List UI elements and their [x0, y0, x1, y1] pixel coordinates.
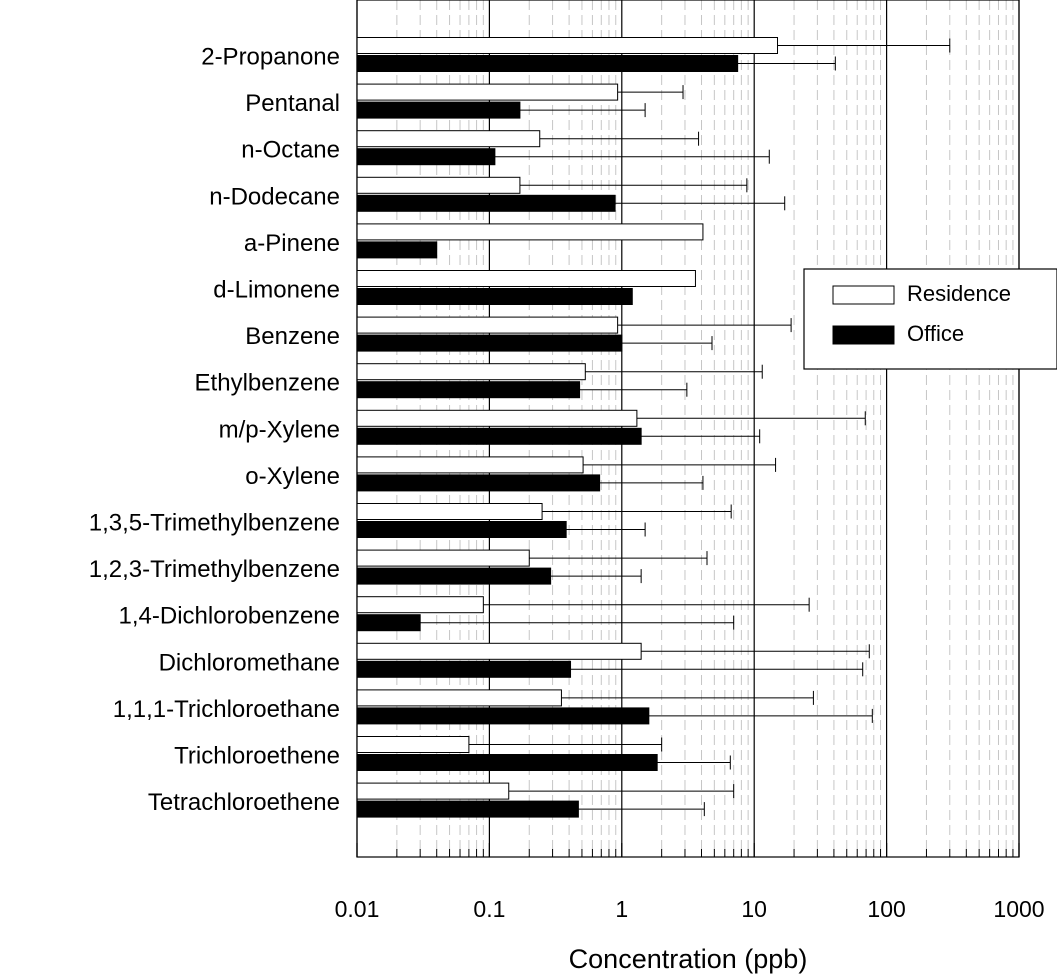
category-label: 1,2,3-Trimethylbenzene — [89, 556, 340, 583]
category-label: 1,1,1-Trichloroethane — [113, 696, 340, 723]
bar-office — [356, 241, 438, 259]
bar-residence — [356, 736, 470, 753]
bar-residence — [356, 549, 530, 567]
bar-residence — [356, 316, 619, 334]
bar-office — [356, 55, 739, 72]
x-tick-label: 0.01 — [335, 896, 380, 922]
bar-office — [356, 288, 633, 305]
bar-residence — [356, 83, 619, 101]
category-label: Trichloroethene — [174, 743, 340, 770]
category-label: 2-Propanone — [201, 44, 340, 71]
bar-office — [356, 427, 642, 445]
bar-office — [356, 474, 601, 492]
legend-label: Office — [907, 321, 964, 346]
category-label: n-Octane — [241, 137, 340, 164]
category-label: a-Pinene — [244, 230, 340, 257]
bar-office — [356, 660, 572, 678]
bar-residence — [356, 642, 642, 660]
bar-residence — [356, 503, 543, 520]
bar-residence — [356, 130, 541, 148]
bar-residence — [356, 689, 562, 707]
category-label: 1,3,5-Trimethylbenzene — [89, 510, 340, 537]
category-label: Dichloromethane — [159, 649, 340, 676]
category-label: 1,4-Dichlorobenzene — [119, 603, 340, 630]
x-axis-title: Concentration (ppb) — [569, 944, 808, 974]
x-tick-label: 1 — [615, 896, 628, 922]
category-label: Pentanal — [245, 90, 340, 117]
tick-layer — [356, 843, 1020, 857]
bar-residence — [356, 363, 586, 381]
category-label: n-Dodecane — [209, 183, 340, 210]
x-tick-label: 100 — [867, 896, 905, 922]
bar-residence — [356, 596, 484, 614]
legend-label: Residence — [907, 281, 1011, 306]
category-label: m/p-Xylene — [219, 416, 340, 443]
bar-office — [356, 754, 658, 771]
bar-office — [356, 381, 581, 399]
tick-label-layer: 0.01 0.1 1 10 100 1000 — [335, 896, 1045, 922]
bar-residence — [356, 223, 704, 241]
category-label: d-Limonene — [213, 277, 340, 304]
bar-office — [356, 707, 650, 725]
bar-office — [356, 567, 552, 585]
legend-swatch — [832, 325, 895, 345]
bar-residence — [356, 456, 584, 474]
bar-office — [356, 194, 616, 212]
bar-residence — [356, 782, 510, 800]
error-bar-layer — [420, 38, 951, 817]
legend: Residence Office — [803, 268, 1057, 370]
category-label: Tetrachloroethene — [148, 789, 340, 816]
bar-office — [356, 521, 567, 538]
category-label-layer: 2-Propanone Pentanal n-Octane n-Dodecane a-P… — [89, 44, 340, 817]
bar-office — [356, 614, 421, 632]
bar-residence — [356, 270, 696, 287]
bar-office — [356, 101, 521, 119]
bar-office — [356, 148, 496, 166]
bar-office — [356, 334, 623, 352]
category-label: o-Xylene — [245, 463, 340, 490]
plot-frame — [356, 0, 1020, 858]
category-label: Ethylbenzene — [195, 370, 340, 397]
bar-residence — [356, 176, 521, 194]
x-tick-label: 0.1 — [473, 896, 505, 922]
bar-residence — [356, 409, 638, 427]
bar-office — [356, 800, 579, 818]
x-tick-label: 10 — [741, 896, 767, 922]
category-label: Benzene — [245, 323, 340, 350]
x-tick-label: 1000 — [993, 896, 1044, 922]
legend-swatch — [832, 285, 895, 305]
bar-residence — [356, 37, 779, 54]
